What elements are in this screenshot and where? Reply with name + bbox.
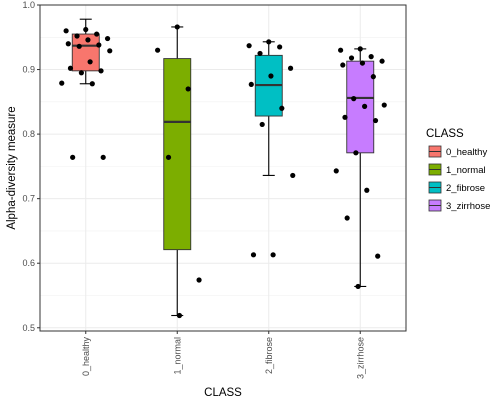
data-point: [176, 312, 183, 319]
data-points: [59, 24, 387, 319]
legend-title: CLASS: [426, 128, 464, 140]
data-point: [277, 44, 283, 50]
data-point: [370, 74, 376, 80]
data-point: [351, 96, 357, 102]
data-point: [342, 114, 348, 120]
y-axis-title: Alpha-diversity measure: [6, 106, 18, 229]
y-tick-label: 0.8: [22, 129, 35, 139]
x-tick-label: 2_fibrose: [264, 337, 274, 374]
data-point: [85, 37, 91, 43]
data-point: [279, 105, 285, 111]
data-point: [338, 47, 344, 53]
data-point: [83, 26, 89, 33]
data-point: [375, 253, 381, 259]
data-point: [74, 33, 80, 39]
legend-label: 3_zirrhose: [446, 201, 490, 212]
data-point: [104, 35, 111, 42]
legend-label: 0_healthy: [446, 147, 487, 158]
data-point: [348, 55, 355, 61]
data-point: [100, 154, 106, 160]
data-point: [185, 86, 191, 92]
data-point: [355, 283, 361, 290]
data-point: [87, 59, 93, 65]
box-3_zirrhose: [346, 60, 375, 154]
data-point: [270, 252, 276, 258]
x-axis-ticks: 0_healthy 1_normal 2_fibrose 3_zirrhose: [81, 331, 365, 379]
legend-label: 1_normal: [446, 165, 486, 176]
data-point: [76, 43, 82, 49]
x-tick-label: 3_zirrhose: [355, 337, 365, 379]
data-point: [357, 46, 363, 52]
data-point: [248, 81, 254, 88]
legend-items: 0_healthy 1_normal 2_fibrose 3_zirrhose: [428, 145, 490, 212]
data-point: [344, 215, 350, 221]
x-tick-label: 0_healthy: [81, 337, 91, 377]
data-point: [96, 42, 102, 48]
data-point: [65, 41, 71, 47]
x-axis-title: CLASS: [204, 387, 242, 399]
data-point: [165, 154, 172, 160]
data-point: [78, 70, 84, 76]
plot-panel: [40, 5, 406, 331]
data-point: [196, 277, 202, 283]
data-point: [368, 54, 374, 60]
data-point: [155, 47, 161, 53]
data-point: [70, 154, 76, 160]
data-point: [107, 48, 113, 54]
y-tick-label: 0.6: [22, 258, 35, 268]
data-point: [364, 187, 370, 193]
data-point: [379, 58, 385, 64]
data-point: [268, 73, 274, 79]
y-axis-ticks: 0.5 0.6 0.7 0.8 0.9 1.0: [22, 0, 40, 333]
data-point: [333, 168, 339, 174]
data-point: [266, 39, 272, 45]
legend-label: 2_fibrose: [446, 183, 485, 194]
y-tick-label: 0.9: [22, 65, 35, 75]
plot-panel-border: [39, 4, 407, 332]
data-point: [340, 62, 346, 68]
data-point: [381, 102, 387, 108]
data-point: [353, 150, 359, 156]
data-point: [63, 28, 69, 34]
data-point: [359, 60, 366, 66]
y-tick-label: 0.7: [22, 194, 35, 204]
data-point: [89, 81, 95, 87]
data-point: [250, 252, 257, 258]
data-point: [98, 68, 104, 74]
data-point: [67, 65, 74, 71]
x-tick-label: 1_normal: [172, 337, 182, 375]
data-point: [287, 65, 294, 71]
data-point: [174, 24, 180, 30]
y-tick-label: 1.0: [22, 0, 35, 10]
data-point: [94, 31, 100, 37]
data-point: [362, 103, 368, 109]
legend: CLASS 0_healthy 1_normal 2_fibrose 3_zirrho…: [426, 128, 490, 212]
data-point: [59, 80, 65, 86]
data-point: [259, 121, 265, 128]
data-point: [290, 172, 296, 179]
data-point: [246, 43, 252, 49]
y-tick-label: 0.5: [22, 323, 35, 333]
data-point: [372, 117, 379, 124]
data-point: [257, 50, 263, 57]
